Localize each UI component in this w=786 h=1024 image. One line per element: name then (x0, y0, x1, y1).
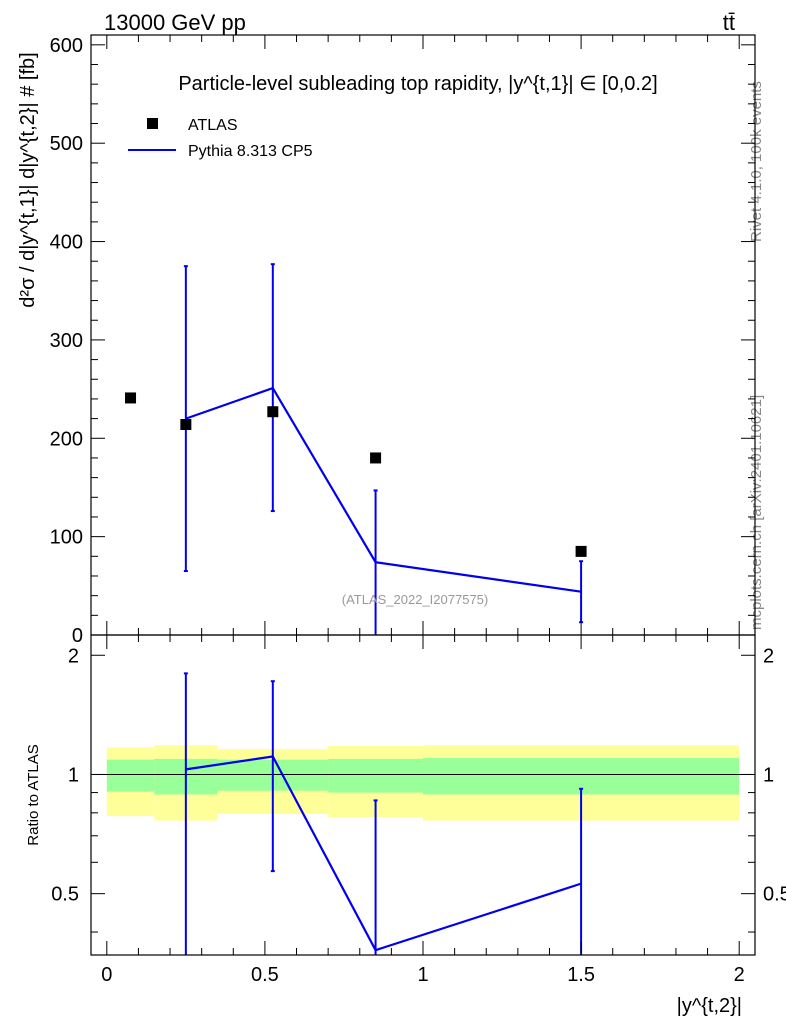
main-y-axis-label: d²σ / d|y^{t,1}| d|y^{t,2}| # [fb] (17, 52, 39, 307)
ratio-uncertainty-band-inner (106, 759, 155, 792)
main-y-tick-label: 400 (50, 232, 83, 254)
atlas-data-point (267, 406, 279, 418)
ratio-y-axis-label: Ratio to ATLAS (25, 744, 42, 845)
ratio-x-tick-label: 0 (101, 964, 112, 986)
ratio-ticks (91, 635, 755, 955)
ratio-y-tick-label: 2 (68, 645, 79, 667)
atlas-data-point (125, 392, 137, 404)
main-plot-area (125, 263, 587, 635)
header-energy-label: 13000 GeV pp (104, 10, 246, 35)
legend: ATLAS Pythia 8.313 CP5 (128, 117, 313, 160)
ratio-plot-area (91, 672, 755, 955)
chart-title: Particle-level subleading top rapidity, … (178, 73, 657, 95)
mcplots-reference-label: mcplots.cern.ch [arXiv:2401.10621] (748, 395, 765, 630)
ratio-y-tick-label-right: 1 (763, 764, 774, 786)
ratio-x-tick-label: 0.5 (251, 964, 279, 986)
analysis-watermark: (ATLAS_2022_I2077575) (342, 592, 488, 607)
atlas-data-point (575, 545, 587, 557)
pythia-ratio-line (185, 755, 582, 952)
main-panel: 0 100 200 300 400 500 600 Particle-level suble… (17, 34, 756, 647)
pythia-series-line (185, 386, 582, 593)
ratio-uncertainty-band-inner (328, 758, 423, 793)
ratio-y-tick-label-right: 2 (763, 645, 774, 667)
x-axis-label: |y^{t,2}| (677, 995, 742, 1017)
main-y-tick-label: 100 (50, 527, 83, 549)
ratio-y-tick-labels: 0.5 1 2 (51, 645, 79, 905)
legend-atlas-marker (147, 118, 158, 129)
ratio-x-tick-label: 1 (417, 964, 428, 986)
legend-atlas-label: ATLAS (188, 117, 238, 134)
main-y-tick-labels: 0 100 200 300 400 500 600 (50, 35, 83, 647)
rivet-version-label: Rivet 4.1.0, 100k events (748, 81, 765, 242)
main-y-tick-label: 0 (72, 625, 83, 647)
atlas-data-point (370, 452, 382, 464)
ratio-y-tick-label: 0.5 (51, 884, 79, 906)
main-y-tick-label: 200 (50, 428, 83, 450)
ratio-y-tick-label-right: 0.5 (763, 884, 786, 906)
legend-pythia-label: Pythia 8.313 CP5 (188, 143, 313, 160)
header-process-label: tt̄ (723, 10, 735, 35)
ratio-x-tick-label: 2 (734, 964, 745, 986)
ratio-x-tick-labels: 0 0.5 1 1.5 2 (101, 964, 745, 986)
atlas-data-point (180, 419, 192, 431)
ratio-y-tick-labels-right: 0.5 1 2 (763, 645, 786, 905)
main-y-tick-label: 500 (50, 133, 83, 155)
ratio-y-tick-label: 1 (68, 764, 79, 786)
main-y-tick-label: 600 (50, 35, 83, 57)
main-y-tick-label: 300 (50, 330, 83, 352)
ratio-panel: 0.5 1 2 0.5 1 2 0 0.5 1 1.5 2 Ratio to ATLAS |y^… (25, 634, 786, 1017)
ratio-x-tick-label: 1.5 (567, 964, 595, 986)
